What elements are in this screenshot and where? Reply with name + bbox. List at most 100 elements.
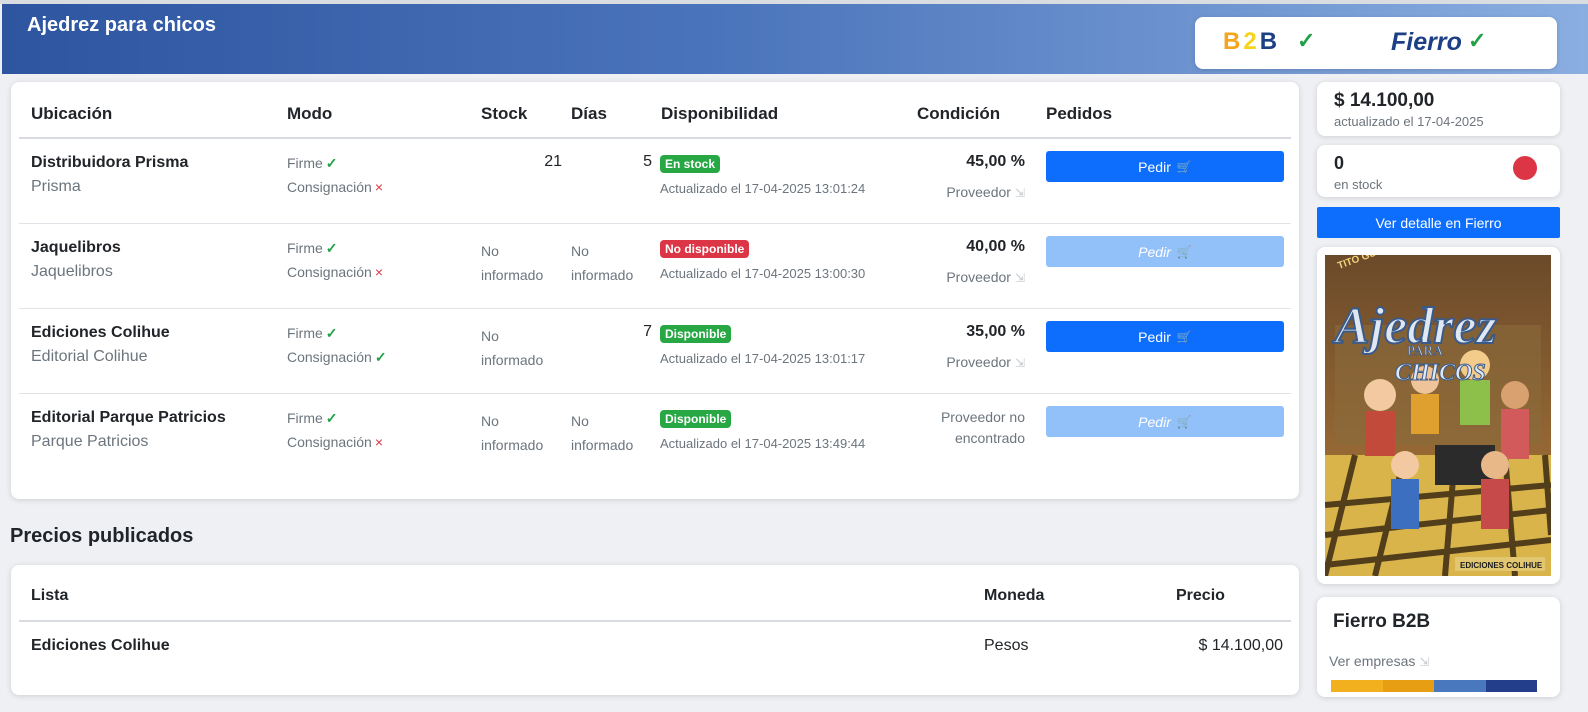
cart-icon: 🛒 [1176,329,1192,344]
modo-consignacion: Consignación × [287,434,384,450]
stock-label: en stock [1334,177,1383,192]
table-row: Ediciones Colihue Editorial Colihue Firm… [19,309,1291,394]
check-icon: ✓ [325,155,338,171]
header-divider [19,137,1291,139]
order-button[interactable]: Pedir 🛒 [1046,321,1284,352]
column-header-moneda: Moneda [984,587,1045,604]
cover-chicos: CHICOS [1395,360,1486,386]
price-updated: actualizado el 17-04-2025 [1334,114,1484,129]
column-header-pedidos: Pedidos [1046,104,1113,123]
location-subtitle: Jaquelibros [31,263,113,280]
modo-firme: Firme ✓ [287,240,338,256]
provider-link[interactable]: Proveedor ⇲ [946,184,1025,200]
dias-not-informed: No informado [571,243,634,283]
stock-summary-card: 0 en stock [1317,145,1560,197]
price-summary-card: $ 14.100,00 actualizado el 17-04-2025 [1317,82,1560,136]
current-price: $ 14.100,00 [1334,90,1435,111]
dias-value: 5 [643,153,652,170]
updated-timestamp: Actualizado el 17-04-2025 13:00:30 [660,266,866,281]
table-row: Distribuidora Prisma Prisma Firme ✓ Consi… [19,139,1291,224]
check-icon: ✓ [325,325,338,341]
modo-firme: Firme ✓ [287,410,338,426]
condition-percent: 45,00 % [966,153,1025,170]
fierro-b2b-card: Fierro B2B Ver empresas ⇲ [1317,597,1560,697]
column-header-stock: Stock [481,104,528,123]
price-value: $ 14.100,00 [1198,637,1283,654]
cross-icon: × [374,264,384,280]
status-badge: En stock [660,155,721,173]
order-button-disabled[interactable]: Pedir 🛒 [1046,406,1284,437]
modo-firme: Firme ✓ [287,325,338,341]
fierro-logo: Fierro [1391,28,1462,56]
stock-value: 21 [544,153,562,170]
updated-timestamp: Actualizado el 17-04-2025 13:01:24 [660,181,866,196]
column-header-modo: Modo [287,104,333,123]
locations-table: Ubicación Modo Stock Días Disponibilidad… [11,82,1299,499]
prices-section-title: Precios publicados [10,525,194,547]
modo-consignacion: Consignación ✓ [287,349,387,365]
column-header-dias: Días [571,104,607,123]
updated-timestamp: Actualizado el 17-04-2025 13:01:17 [660,351,866,366]
order-button[interactable]: Pedir 🛒 [1046,151,1284,182]
dias-value: 7 [643,323,652,340]
modo-consignacion: Consignación × [287,264,384,280]
cart-icon: 🛒 [1176,244,1192,259]
cart-icon: 🛒 [1176,414,1192,429]
location-name: Ediciones Colihue [31,324,170,341]
cross-icon: × [374,179,384,195]
book-cover-image[interactable]: TITO GURBANOV Ajedrez PARA CHICOS EDICIO… [1325,255,1551,576]
cover-title: Ajedrez [1332,298,1498,355]
status-badge: No disponible [660,240,750,258]
external-link-icon: ⇲ [1014,356,1025,370]
column-header-ubicacion: Ubicación [31,104,113,123]
location-subtitle: Parque Patricios [31,433,149,450]
modo-firme: Firme ✓ [287,155,338,171]
modo-consignacion: Consignación × [287,179,384,195]
cart-icon: 🛒 [1176,159,1192,174]
brand-color-stripe [1331,680,1537,692]
provider-link[interactable]: Proveedor ⇲ [946,354,1025,370]
order-button-disabled[interactable]: Pedir 🛒 [1046,236,1284,267]
column-header-condicion: Condición [917,104,1001,123]
stripe-segment [1331,680,1383,692]
location-name: Distribuidora Prisma [31,154,189,171]
column-header-disponibilidad: Disponibilidad [661,104,779,123]
stripe-segment [1485,680,1537,692]
prices-table: Lista Moneda Precio Ediciones Colihue Pe… [11,565,1299,695]
page-header: Ajedrez para chicos B2B ✓ Fierro ✓ [2,4,1588,74]
b2b-card-title: Fierro B2B [1333,611,1431,632]
check-icon: ✓ [325,410,338,426]
stripe-segment [1382,680,1434,692]
table-row: Jaquelibros Jaquelibros Firme ✓ Consignac… [19,224,1291,309]
stripe-segment [1434,680,1486,692]
status-badge: Disponible [660,325,732,343]
top-rule [0,0,1588,4]
column-header-precio: Precio [1176,587,1225,604]
integration-status-box: B2B ✓ Fierro ✓ [1195,17,1557,69]
check-icon: ✓ [374,349,387,365]
updated-timestamp: Actualizado el 17-04-2025 13:49:44 [660,436,866,451]
table-row: Editorial Parque Patricios Parque Patric… [19,394,1291,479]
provider-link[interactable]: Proveedor ⇲ [946,269,1025,285]
provider-not-found: Proveedor no encontrado [940,409,1025,446]
cross-icon: × [374,434,384,450]
location-subtitle: Editorial Colihue [31,348,148,365]
page-title: Ajedrez para chicos [27,14,216,36]
external-link-icon: ⇲ [1419,655,1430,669]
b2b-ok-check-icon: ✓ [1297,28,1316,53]
b2b-logo: B2B [1223,28,1281,55]
condition-percent: 35,00 % [966,323,1025,340]
status-badge: Disponible [660,410,732,428]
external-link-icon: ⇲ [1014,186,1025,200]
column-header-lista: Lista [31,587,69,604]
external-link-icon: ⇲ [1014,271,1025,285]
location-name: Editorial Parque Patricios [31,409,226,426]
stock-not-informed: No informado [481,413,544,453]
cover-para: PARA [1407,344,1444,359]
book-cover-card: TITO GURBANOV Ajedrez PARA CHICOS EDICIO… [1317,247,1560,584]
dias-not-informed: No informado [571,413,634,453]
view-detail-button[interactable]: Ver detalle en Fierro [1317,207,1560,238]
view-companies-link[interactable]: Ver empresas ⇲ [1329,653,1430,669]
stock-status-dot [1513,156,1537,180]
price-currency: Pesos [984,637,1029,654]
